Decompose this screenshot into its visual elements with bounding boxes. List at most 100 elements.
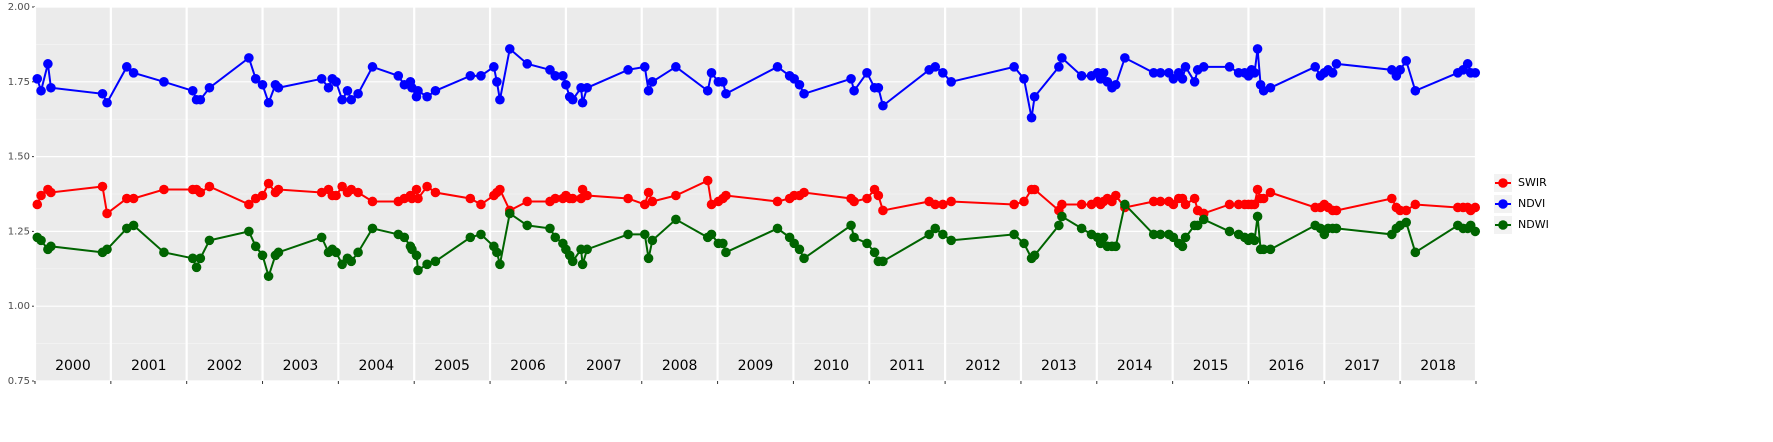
series-point bbox=[1155, 196, 1166, 207]
series-point bbox=[32, 199, 43, 210]
year-label: 2011 bbox=[889, 358, 925, 374]
series-point bbox=[567, 193, 578, 204]
series-point bbox=[97, 88, 108, 99]
legend-label: NDWI bbox=[1518, 218, 1549, 231]
series-point bbox=[1331, 205, 1342, 216]
series-point bbox=[1189, 193, 1200, 204]
series-point bbox=[1258, 193, 1269, 204]
series-point bbox=[1057, 199, 1067, 210]
series-point bbox=[878, 205, 888, 216]
series-point bbox=[1331, 223, 1342, 234]
series-point bbox=[772, 196, 783, 207]
year-label: 2014 bbox=[1117, 358, 1153, 374]
series-point bbox=[399, 232, 410, 243]
year-label: 2006 bbox=[510, 358, 546, 374]
series-point bbox=[102, 97, 112, 108]
series-point bbox=[849, 196, 859, 207]
series-point bbox=[643, 253, 654, 264]
series-point bbox=[337, 94, 347, 105]
series-point bbox=[102, 208, 112, 219]
series-point bbox=[706, 68, 717, 78]
series-point bbox=[1462, 59, 1473, 69]
series-point bbox=[878, 256, 888, 267]
year-label: 2010 bbox=[814, 358, 850, 374]
series-point bbox=[102, 244, 112, 255]
series-point bbox=[411, 250, 422, 261]
y-tick-label: 0.75 bbox=[8, 376, 30, 387]
legend-point bbox=[1498, 178, 1508, 188]
year-label: 2005 bbox=[434, 358, 470, 374]
series-point bbox=[1057, 211, 1067, 222]
series-point bbox=[721, 88, 731, 99]
series-point bbox=[794, 244, 805, 255]
year-label: 2012 bbox=[965, 358, 1001, 374]
series-point bbox=[873, 190, 884, 201]
year-label: 2013 bbox=[1041, 358, 1077, 374]
series-point bbox=[639, 199, 650, 210]
series-point bbox=[869, 247, 880, 258]
series-point bbox=[1224, 226, 1235, 237]
series-point bbox=[1401, 56, 1412, 66]
series-point bbox=[346, 94, 357, 105]
series-point bbox=[706, 229, 717, 240]
series-point bbox=[465, 193, 476, 204]
series-point bbox=[353, 247, 363, 258]
series-point bbox=[353, 187, 363, 198]
series-point bbox=[476, 199, 486, 210]
series-point bbox=[878, 100, 888, 111]
year-label: 2002 bbox=[207, 358, 243, 374]
year-label: 2018 bbox=[1420, 358, 1456, 374]
year-label: 2015 bbox=[1193, 358, 1229, 374]
series-point bbox=[1110, 190, 1121, 201]
series-point bbox=[1249, 235, 1260, 246]
year-label: 2003 bbox=[283, 358, 319, 374]
series-point bbox=[1054, 220, 1064, 231]
series-point bbox=[721, 247, 731, 258]
series-point bbox=[1410, 199, 1421, 210]
series-point bbox=[204, 235, 215, 246]
series-point bbox=[1410, 247, 1421, 258]
series-point bbox=[550, 232, 561, 243]
series-point bbox=[873, 82, 884, 93]
y-tick-label: 1.00 bbox=[8, 301, 30, 312]
series-point bbox=[639, 229, 650, 240]
series-point bbox=[849, 85, 859, 96]
series-point bbox=[46, 187, 56, 198]
series-point bbox=[1076, 223, 1087, 234]
series-point bbox=[1019, 196, 1029, 207]
series-point bbox=[1110, 79, 1121, 90]
series-point bbox=[721, 190, 731, 201]
year-label: 2009 bbox=[738, 358, 774, 374]
series-point bbox=[938, 199, 948, 210]
series-point bbox=[46, 82, 56, 93]
series-point bbox=[1098, 68, 1109, 78]
series-point bbox=[1026, 112, 1037, 123]
series-point bbox=[244, 199, 254, 210]
series-point bbox=[504, 208, 515, 219]
series-point bbox=[1029, 91, 1040, 102]
series-point bbox=[159, 184, 169, 195]
series-point bbox=[263, 97, 274, 108]
series-point bbox=[413, 193, 423, 204]
series-point bbox=[1148, 196, 1159, 207]
series-point bbox=[316, 74, 327, 84]
series-point bbox=[1029, 184, 1040, 195]
series-point bbox=[476, 229, 486, 240]
series-point bbox=[718, 238, 728, 249]
series-point bbox=[1189, 77, 1200, 87]
series-point bbox=[36, 85, 46, 96]
legend-label: NDVI bbox=[1518, 197, 1545, 210]
series-point bbox=[1054, 62, 1064, 72]
series-point bbox=[250, 74, 261, 84]
series-point bbox=[411, 184, 422, 195]
series-point bbox=[846, 220, 856, 231]
series-point bbox=[1155, 229, 1166, 240]
series-point bbox=[204, 181, 215, 192]
year-label: 2016 bbox=[1269, 358, 1305, 374]
series-point bbox=[1076, 71, 1087, 81]
year-label: 2008 bbox=[662, 358, 698, 374]
series-point bbox=[1252, 211, 1263, 222]
series-point bbox=[422, 181, 432, 192]
series-point bbox=[1258, 244, 1269, 255]
series-point bbox=[1331, 59, 1342, 69]
